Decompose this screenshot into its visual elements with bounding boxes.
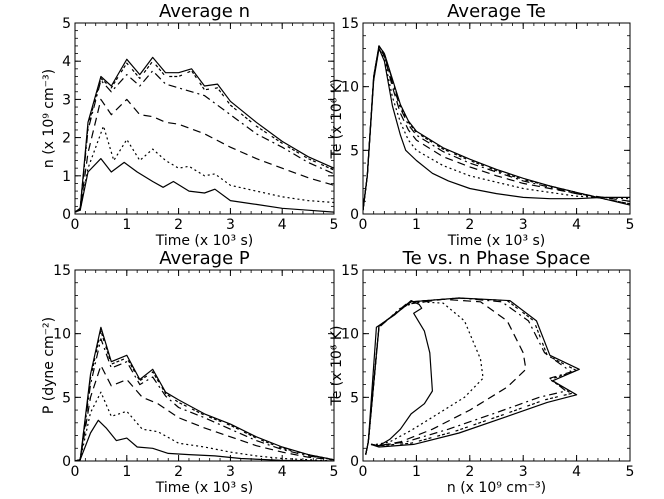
panel-3: Average P 0 1 2 3 4 5 0 5 10 15 Time (x 10³ s) P (dy…	[41, 248, 338, 496]
series-line-6	[75, 326, 334, 461]
series-line-2	[75, 125, 334, 213]
series-line-2	[365, 301, 484, 455]
panel-1: Average n 0 1 2 3 4 5 0 1 2 3 4 5 Time (x 10³ s) n (x …	[41, 1, 338, 249]
x-tick-label: 4	[278, 217, 287, 233]
x-tick-label: 0	[359, 217, 368, 233]
chart-title: Te vs. n Phase Space	[402, 248, 591, 269]
series-line-1	[75, 158, 334, 213]
x-tick-label: 4	[572, 217, 581, 233]
x-tick-label: 1	[122, 464, 131, 480]
x-tick-label: 4	[572, 464, 581, 480]
y-tick-label: 4	[62, 54, 71, 70]
series-line-1	[75, 419, 334, 461]
x-tick-label: 2	[174, 464, 183, 480]
x-tick-label: 5	[626, 464, 635, 480]
series-line-1	[363, 47, 630, 211]
series-line-4	[75, 338, 334, 461]
y-tick-label: 10	[341, 327, 359, 343]
series-line-3	[75, 98, 334, 213]
y-tick-label: 5	[62, 390, 71, 406]
y-tick-label: 5	[62, 16, 71, 32]
x-tick-label: 1	[412, 464, 421, 480]
x-tick-label: 5	[626, 217, 635, 233]
y-tick-label: 15	[341, 16, 359, 32]
x-tick-label: 3	[519, 217, 528, 233]
series-line-6	[363, 45, 630, 211]
series-line-1	[365, 300, 433, 455]
plot-frame	[362, 269, 631, 462]
y-tick-label: 10	[341, 80, 359, 96]
x-tick-label: 0	[71, 217, 80, 233]
x-tick-label: 3	[226, 217, 235, 233]
x-tick-label: 2	[174, 217, 183, 233]
x-tick-label: 2	[465, 217, 474, 233]
x-tick-label: 1	[412, 217, 421, 233]
series-line-4	[365, 297, 572, 455]
x-tick-label: 0	[359, 464, 368, 480]
y-tick-label: 1	[62, 169, 71, 185]
plot-frame	[74, 269, 335, 462]
y-axis-label: Te (x 10⁶ K)	[329, 79, 345, 160]
y-tick-label: 15	[341, 263, 359, 279]
y-tick-label: 0	[350, 454, 359, 470]
y-axis-label: Te (x 10⁶ K)	[329, 326, 345, 407]
x-tick-label: 3	[226, 464, 235, 480]
x-axis-label: n (x 10⁹ cm⁻³)	[447, 480, 546, 496]
series-line-5	[75, 330, 334, 461]
plot-frame	[74, 22, 335, 215]
series-line-2	[75, 391, 334, 461]
series-line-4	[363, 45, 630, 211]
series-line-2	[363, 47, 630, 211]
y-tick-label: 0	[62, 207, 71, 223]
y-tick-label: 15	[53, 263, 71, 279]
y-axis-label: P (dyne cm⁻²)	[41, 317, 57, 414]
y-tick-label: 0	[350, 207, 359, 223]
series-line-6	[75, 56, 334, 213]
x-tick-label: 2	[465, 464, 474, 480]
y-tick-label: 2	[62, 131, 71, 147]
series-line-3	[75, 364, 334, 461]
x-tick-label: 1	[122, 217, 131, 233]
plot-frame	[362, 22, 631, 215]
series-line-5	[75, 60, 334, 213]
series-line-4	[75, 70, 334, 213]
x-tick-label: 5	[330, 217, 339, 233]
y-tick-label: 5	[350, 390, 359, 406]
y-tick-label: 3	[62, 92, 71, 108]
x-tick-label: 5	[330, 464, 339, 480]
x-axis-label: Time (x 10³ s)	[155, 233, 254, 249]
y-tick-label: 5	[350, 143, 359, 159]
chart-title: Average n	[159, 1, 250, 22]
x-axis-label: Time (x 10³ s)	[155, 480, 254, 496]
x-tick-label: 3	[519, 464, 528, 480]
chart-title: Average P	[159, 248, 250, 269]
series-line-5	[365, 297, 578, 455]
y-tick-label: 0	[62, 454, 71, 470]
y-axis-label: n (x 10⁹ cm⁻³)	[41, 69, 57, 168]
series-line-6	[365, 297, 580, 455]
x-tick-label: 0	[71, 464, 80, 480]
x-tick-label: 4	[278, 464, 287, 480]
series-line-3	[365, 298, 527, 455]
chart-title: Average Te	[447, 1, 546, 22]
series-line-3	[363, 46, 630, 211]
y-tick-label: 10	[53, 327, 71, 343]
x-axis-label: Time (x 10³ s)	[447, 233, 546, 249]
